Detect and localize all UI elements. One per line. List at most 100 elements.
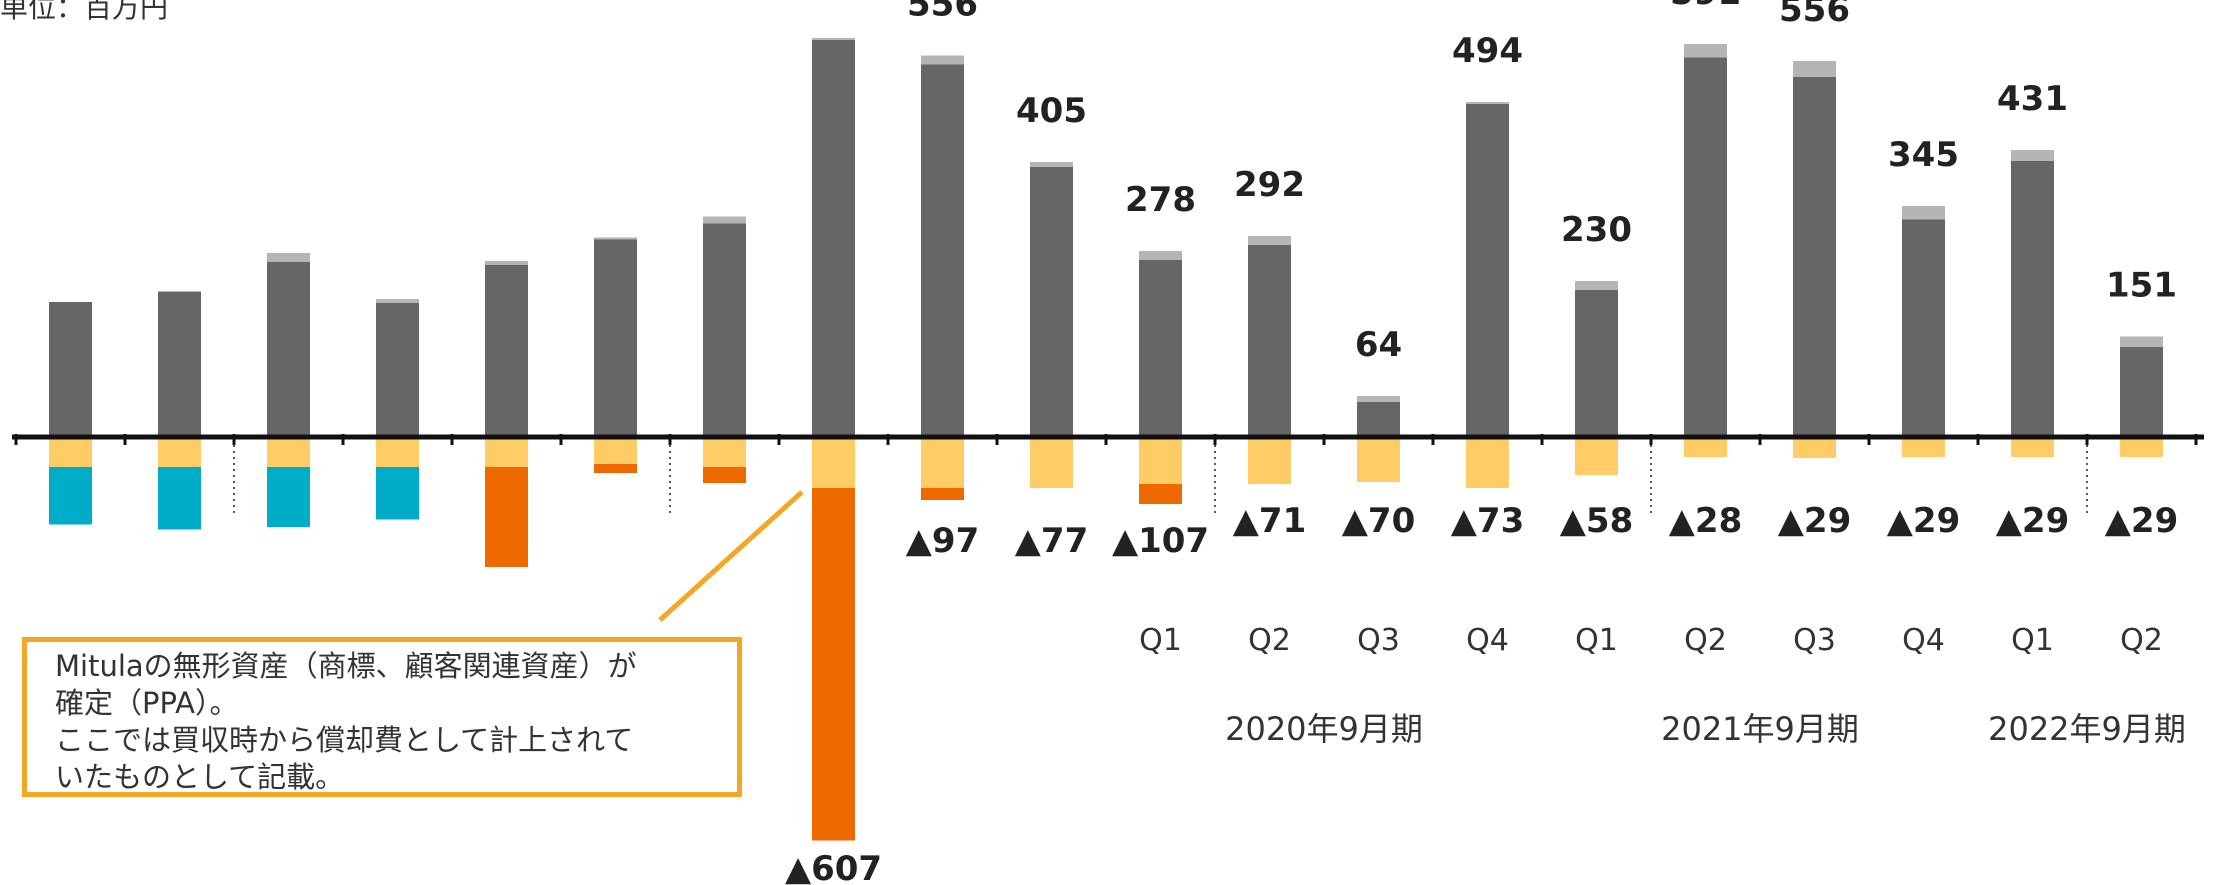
negative-value-label: ▲70 [1342,501,1415,541]
negative-value-label: ▲29 [1778,501,1851,541]
callout-line-1: Mitulaの無形資産（商標、顧客関連資産）が [55,649,637,683]
bar-top-segment [1030,162,1073,167]
bar-negative-light [921,437,964,488]
callout-pointer-line [658,490,804,622]
bar-negative-light [376,437,419,467]
bar-negative-light [267,437,310,467]
ppa-callout-box: Mitulaの無形資産（商標、顧客関連資産）が 確定（PPA）。 ここでは買収時… [22,637,742,797]
unit-label: 単位：百万円 [0,0,169,24]
bar-top-segment [267,253,310,262]
fiscal-year-label: 2020年9月期 [1225,710,1423,748]
bar-negative-extra [921,488,964,500]
bar-main [485,265,528,437]
x-tick-label: Q2 [2120,623,2163,658]
bar-main [2011,161,2054,437]
value-label: 431 [1997,79,2068,119]
negative-value-label: ▲107 [1112,521,1209,561]
bar-negative-extra [1139,484,1182,504]
bar-negative-light [1902,437,1945,457]
bar-top-segment [812,38,855,40]
bar-negative-light [2120,437,2163,457]
bar-negative-light [158,437,201,467]
bar-top-segment [594,237,637,240]
bar-negative-extra [267,467,310,527]
value-label: 591 [1670,0,1741,13]
value-label: 556 [1779,0,1850,30]
bar-negative-light [1248,437,1291,484]
value-label: 230 [1561,210,1632,250]
bar-negative-extra [376,467,419,520]
bar-main [921,64,964,437]
negative-value-label: ▲29 [1887,501,1960,541]
bar-negative-light [2011,437,2054,457]
bar-negative-extra [812,488,855,841]
x-tick-label: Q3 [1357,623,1400,658]
x-tick-label: Q3 [1793,623,1836,658]
bar-top-segment [1466,102,1509,104]
negative-value-label: ▲29 [2105,501,2178,541]
negative-value-label: ▲71 [1233,501,1306,541]
bar-main [1684,57,1727,437]
value-label: 292 [1234,165,1305,205]
bar-main [1248,245,1291,437]
value-label: 405 [1016,91,1087,131]
bar-negative-extra [158,467,201,530]
bar-top-segment [2011,150,2054,161]
x-tick-label: Q2 [1684,623,1727,658]
x-tick-label: Q1 [1139,623,1182,658]
bar-negative-light [1793,437,1836,458]
bar-main [1030,167,1073,437]
value-label: 594 [798,0,869,7]
bar-main [812,40,855,437]
bar-top-segment [376,299,419,303]
negative-value-label: ▲29 [1996,501,2069,541]
fiscal-year-label: 2021年9月期 [1661,710,1859,748]
negative-value-label: ▲607 [785,849,882,885]
bar-main [267,262,310,437]
value-label: 278 [1125,180,1196,220]
bar-main [49,302,92,437]
bar-negative-light [1684,437,1727,457]
callout-line-2: 確定（PPA）。 [55,686,239,720]
bar-negative-light [812,437,855,488]
bar-negative-light [485,437,528,467]
bar-top-segment [158,291,201,292]
callout-line-4: いたものとして記載。 [55,760,345,794]
bar-top-segment [1902,206,1945,220]
value-label: 556 [907,0,978,25]
x-tick-label: Q1 [1575,623,1618,658]
bar-negative-light [1139,437,1182,484]
bar-negative-light [1030,437,1073,488]
bar-top-segment [1357,396,1400,402]
x-tick-label: Q4 [1902,623,1945,658]
negative-value-label: ▲73 [1451,501,1524,541]
negative-value-label: ▲77 [1015,521,1088,561]
negative-value-label: ▲58 [1560,501,1633,541]
negative-value-label: ▲97 [906,521,979,561]
bar-top-segment [1139,251,1182,260]
bar-negative-light [703,437,746,467]
bar-top-segment [2120,336,2163,347]
bar-negative-light [594,437,637,464]
x-tick-label: Q1 [2011,623,2054,658]
bar-main [1793,77,1836,437]
bar-negative-light [1357,437,1400,482]
bar-top-segment [703,216,746,224]
bar-top-segment [485,261,528,265]
bar-negative-extra [703,467,746,483]
value-label: 494 [1452,31,1523,71]
bar-main [703,223,746,437]
value-label: 345 [1888,135,1959,175]
bar-main [594,239,637,437]
bar-negative-light [1575,437,1618,475]
bar-negative-extra [594,464,637,473]
bar-negative-light [1466,437,1509,488]
bar-main [1357,402,1400,437]
bar-main [1575,290,1618,437]
value-label: 151 [2106,266,2177,306]
bar-top-segment [1793,61,1836,77]
bar-top-segment [1248,236,1291,245]
bar-top-segment [1575,281,1618,290]
bar-top-segment [921,55,964,65]
